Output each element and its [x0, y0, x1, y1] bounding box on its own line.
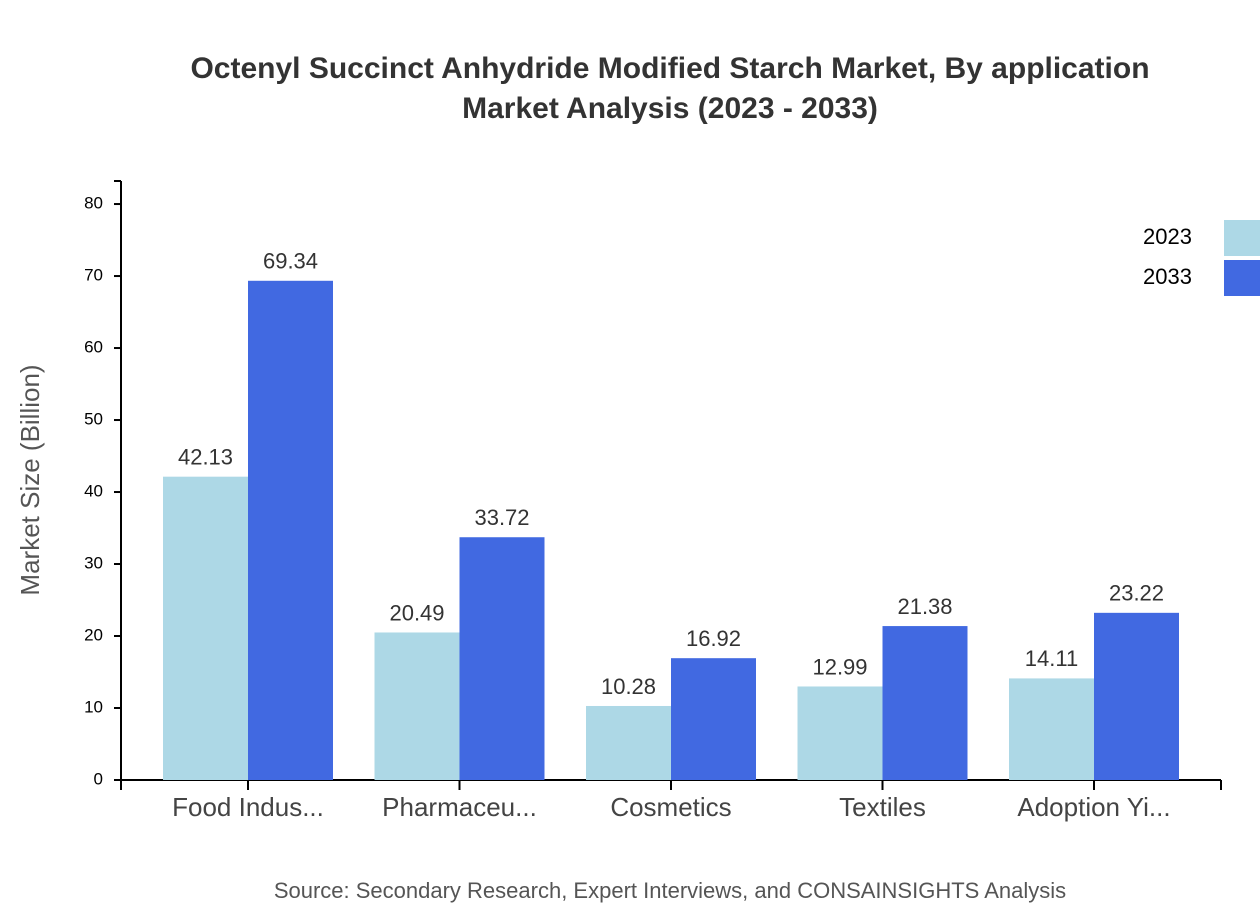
value-label: 21.38	[897, 594, 952, 619]
y-tick-label: 20	[84, 625, 103, 644]
y-tick-label: 60	[84, 338, 103, 357]
y-tick-label: 70	[84, 266, 103, 285]
source-note: Source: Secondary Research, Expert Inter…	[274, 878, 1066, 903]
y-tick-label: 0	[94, 769, 103, 788]
value-label: 10.28	[601, 674, 656, 699]
legend-swatch	[1224, 220, 1260, 256]
bar	[163, 476, 248, 780]
bar	[1094, 612, 1179, 780]
x-tick-label: Food Indus...	[172, 792, 324, 822]
bar	[248, 280, 333, 780]
value-label: 16.92	[686, 626, 741, 651]
y-tick-label: 40	[84, 482, 103, 501]
x-tick-label: Adoption Yi...	[1017, 792, 1170, 822]
y-tick-label: 30	[84, 553, 103, 572]
value-label: 42.13	[178, 444, 233, 469]
chart-subtitle: Market Analysis (2023 - 2033)	[462, 92, 878, 125]
bar	[882, 626, 968, 780]
bar	[459, 537, 545, 780]
legend-label: 2023	[1143, 224, 1192, 249]
legend-swatch	[1224, 260, 1260, 296]
bar	[797, 686, 883, 780]
x-tick-label: Cosmetics	[610, 792, 731, 822]
value-label: 12.99	[812, 654, 867, 679]
bar	[586, 705, 671, 780]
value-label: 33.72	[474, 505, 529, 530]
bar	[1009, 678, 1094, 780]
x-tick-label: Pharmaceu...	[382, 792, 537, 822]
y-axis-label: Market Size (Billion)	[15, 364, 45, 595]
y-tick-label: 80	[84, 194, 103, 213]
value-label: 14.11	[1025, 646, 1078, 671]
value-label: 23.22	[1109, 581, 1164, 606]
value-label: 69.34	[263, 249, 318, 274]
legend-label: 2033	[1143, 264, 1192, 289]
chart-title: Octenyl Succinct Anhydride Modified Star…	[190, 52, 1149, 85]
value-label: 20.49	[389, 600, 444, 625]
bar	[374, 632, 460, 780]
x-tick-label: Textiles	[839, 792, 926, 822]
bar	[671, 658, 756, 780]
y-tick-label: 10	[84, 697, 103, 716]
y-tick-label: 50	[84, 410, 103, 429]
